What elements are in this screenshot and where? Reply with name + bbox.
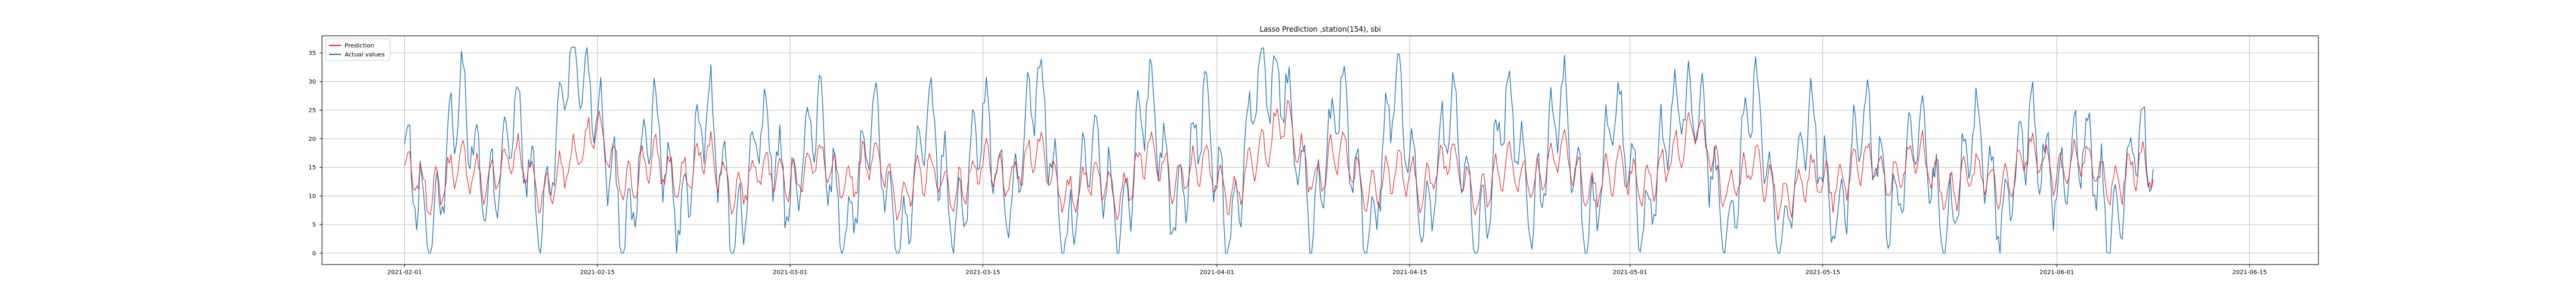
- y-tick-label: 30: [308, 79, 316, 85]
- y-tick-label: 20: [308, 136, 316, 143]
- y-tick-label: 5: [312, 222, 316, 228]
- x-tick-label: 2021-02-01: [387, 269, 422, 276]
- y-tick-label: 35: [308, 50, 316, 57]
- series-prediction-line: [404, 99, 2154, 221]
- chart-title: Lasso Prediction ,station(154), sbi: [1259, 25, 1380, 33]
- grid-lines: [322, 36, 2318, 265]
- x-tick-label: 2021-04-01: [1200, 269, 1234, 276]
- plot-frame: [321, 35, 2319, 265]
- x-tick-label: 2021-03-01: [773, 269, 807, 276]
- x-tick-label: 2021-02-15: [580, 269, 615, 276]
- x-tick-label: 2021-04-15: [1392, 269, 1427, 276]
- y-axis: 0 5 10 15 20 25 30 35: [308, 50, 322, 257]
- legend-box: [325, 38, 391, 61]
- x-tick-label: 2021-05-15: [1806, 269, 1840, 276]
- y-tick-label: 25: [308, 108, 316, 114]
- y-tick-label: 10: [308, 194, 316, 200]
- x-tick-label: 2021-05-01: [1612, 269, 1647, 276]
- x-tick-label: 2021-06-01: [2039, 269, 2074, 276]
- series-actual-values-line: [404, 47, 2154, 254]
- y-tick-label: 0: [312, 250, 316, 257]
- x-tick-label: 2021-03-15: [965, 269, 1000, 276]
- y-tick-label: 15: [308, 165, 316, 171]
- series-lines: [404, 47, 2154, 254]
- legend-label: Actual values: [345, 52, 385, 59]
- legend-label: Prediction: [345, 43, 374, 50]
- x-axis: 2021-02-01 2021-02-15 2021-03-01 2021-03-15…: [387, 265, 2267, 276]
- x-tick-label: 2021-06-15: [2232, 269, 2267, 276]
- legend: Prediction Actual values: [325, 38, 391, 61]
